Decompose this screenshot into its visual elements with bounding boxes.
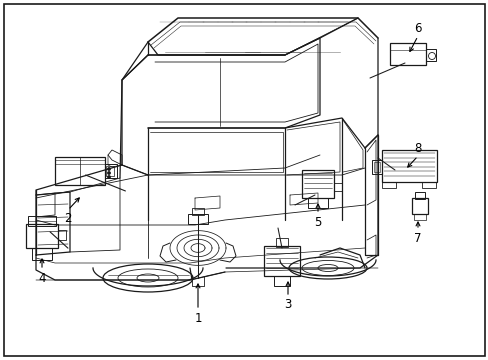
Circle shape bbox=[107, 176, 110, 178]
Bar bbox=[371, 160, 381, 174]
Bar bbox=[187, 214, 207, 224]
Bar bbox=[389, 43, 425, 65]
Bar bbox=[273, 276, 289, 286]
Text: 4: 4 bbox=[38, 271, 46, 284]
Text: 7: 7 bbox=[413, 231, 421, 244]
Bar bbox=[413, 214, 425, 220]
Bar bbox=[307, 198, 327, 208]
Bar bbox=[302, 170, 333, 198]
Bar bbox=[381, 182, 395, 188]
Bar bbox=[414, 192, 424, 199]
Bar bbox=[28, 216, 56, 226]
Circle shape bbox=[107, 172, 110, 174]
Text: 8: 8 bbox=[413, 141, 421, 154]
Text: 1: 1 bbox=[194, 311, 202, 324]
Text: 3: 3 bbox=[284, 298, 291, 311]
Bar bbox=[411, 198, 427, 214]
Bar bbox=[275, 238, 287, 247]
Bar bbox=[333, 183, 341, 191]
Bar bbox=[192, 208, 203, 215]
Bar bbox=[381, 150, 436, 182]
Text: 2: 2 bbox=[64, 211, 72, 225]
Bar bbox=[106, 166, 114, 176]
Bar bbox=[421, 182, 435, 188]
Bar bbox=[264, 246, 299, 276]
Bar bbox=[373, 162, 379, 172]
Bar bbox=[425, 49, 435, 61]
Circle shape bbox=[107, 168, 110, 170]
Bar bbox=[55, 157, 105, 185]
Text: 5: 5 bbox=[314, 216, 321, 229]
Bar bbox=[105, 164, 117, 178]
Bar bbox=[32, 248, 52, 260]
Text: 6: 6 bbox=[413, 22, 421, 35]
Bar bbox=[26, 224, 58, 248]
Bar bbox=[58, 230, 66, 240]
